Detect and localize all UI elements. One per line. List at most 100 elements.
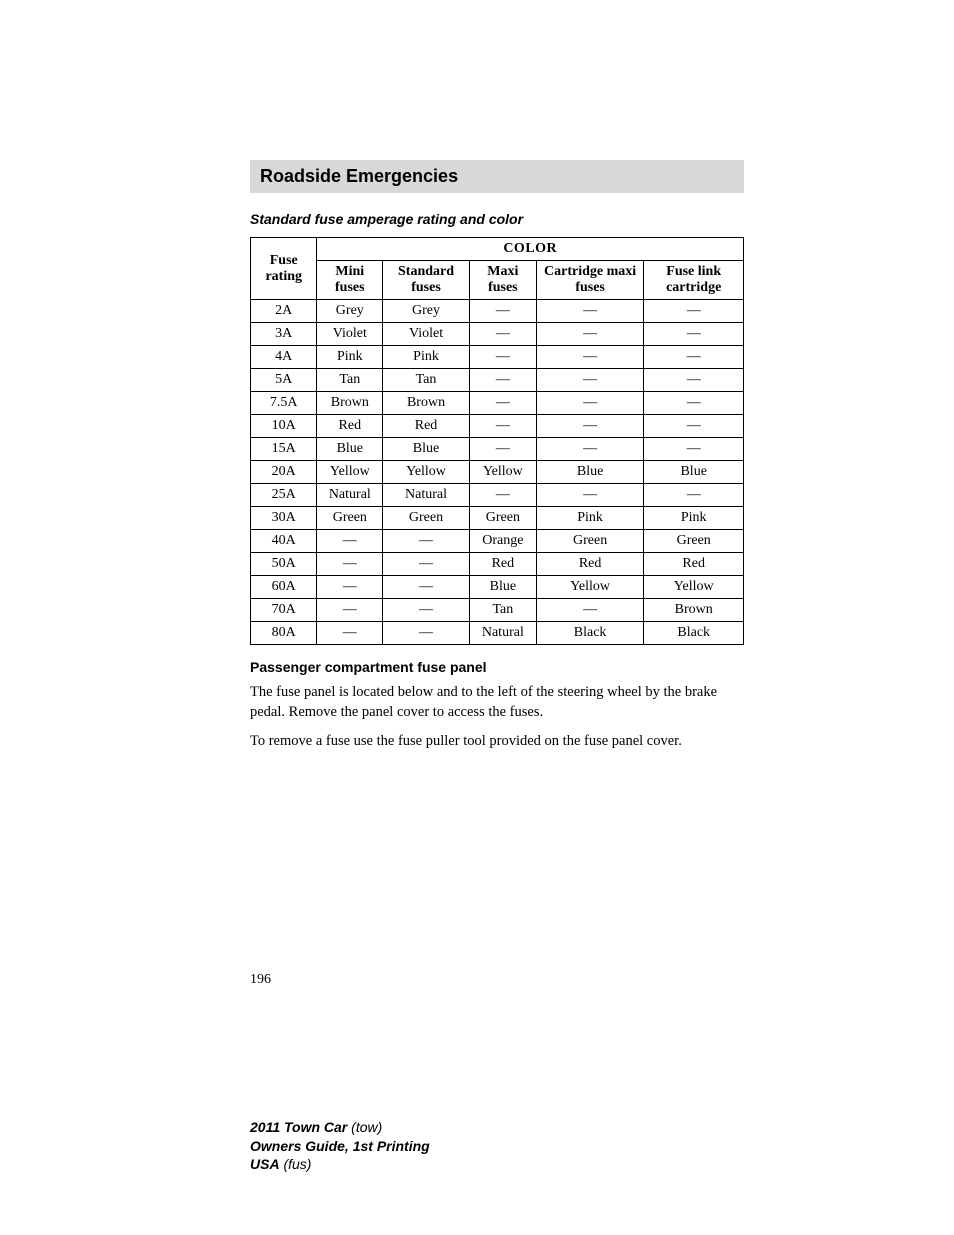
table-cell: Red	[469, 553, 536, 576]
table-cell: Pink	[383, 346, 470, 369]
table-cell: Brown	[644, 599, 744, 622]
footer-region: USA	[250, 1156, 280, 1172]
table-cell: —	[536, 323, 644, 346]
table-cell: 3A	[251, 323, 317, 346]
table-cell: 70A	[251, 599, 317, 622]
table-cell: —	[317, 553, 383, 576]
table-top-header: COLOR	[317, 238, 744, 261]
table-cell: —	[644, 346, 744, 369]
table-cell: —	[536, 392, 644, 415]
table-cell: Pink	[536, 507, 644, 530]
col-header-mini: Mini fuses	[317, 261, 383, 300]
table-cell: —	[383, 553, 470, 576]
table-cell: Yellow	[317, 461, 383, 484]
table-cell: Blue	[383, 438, 470, 461]
table-cell: Brown	[317, 392, 383, 415]
table-cell: 2A	[251, 300, 317, 323]
table-cell: Blue	[644, 461, 744, 484]
footer-line-2: Owners Guide, 1st Printing	[250, 1137, 744, 1156]
document-footer: 2011 Town Car (tow) Owners Guide, 1st Pr…	[250, 1118, 744, 1175]
table-cell: —	[536, 599, 644, 622]
table-cell: Grey	[383, 300, 470, 323]
table-cell: —	[536, 369, 644, 392]
table-cell: Tan	[383, 369, 470, 392]
table-cell: —	[644, 323, 744, 346]
table-cell: Tan	[317, 369, 383, 392]
section-title: Roadside Emergencies	[260, 166, 458, 186]
fuse-color-table: Fuse rating COLOR Mini fuses Standard fu…	[250, 237, 744, 645]
table-cell: —	[644, 484, 744, 507]
table-row: 25ANaturalNatural———	[251, 484, 744, 507]
table-cell: —	[469, 300, 536, 323]
table-cell: —	[469, 346, 536, 369]
table-cell: —	[644, 369, 744, 392]
table-cell: Natural	[317, 484, 383, 507]
table-cell: —	[644, 392, 744, 415]
table-cell: Yellow	[383, 461, 470, 484]
table-caption: Standard fuse amperage rating and color	[250, 211, 744, 227]
table-cell: —	[536, 346, 644, 369]
table-row: 20AYellowYellowYellowBlueBlue	[251, 461, 744, 484]
table-cell: —	[383, 530, 470, 553]
table-row: 40A——OrangeGreenGreen	[251, 530, 744, 553]
table-cell: Blue	[536, 461, 644, 484]
col-header-fuse-link: Fuse link cartridge	[644, 261, 744, 300]
table-cell: Tan	[469, 599, 536, 622]
table-cell: Red	[644, 553, 744, 576]
table-row: 70A——Tan—Brown	[251, 599, 744, 622]
table-cell: 25A	[251, 484, 317, 507]
table-row: 60A——BlueYellowYellow	[251, 576, 744, 599]
table-cell: Green	[469, 507, 536, 530]
table-cell: Green	[536, 530, 644, 553]
table-cell: Blue	[469, 576, 536, 599]
footer-line-1: 2011 Town Car (tow)	[250, 1118, 744, 1137]
table-cell: —	[536, 484, 644, 507]
table-row: 10ARedRed———	[251, 415, 744, 438]
table-cell: —	[536, 415, 644, 438]
table-cell: Pink	[644, 507, 744, 530]
document-page: Roadside Emergencies Standard fuse amper…	[0, 0, 954, 1234]
panel-heading: Passenger compartment fuse panel	[250, 659, 744, 675]
table-cell: 40A	[251, 530, 317, 553]
col-header-standard: Standard fuses	[383, 261, 470, 300]
table-row: 15ABlueBlue———	[251, 438, 744, 461]
table-cell: —	[469, 323, 536, 346]
body-paragraph: To remove a fuse use the fuse puller too…	[250, 732, 744, 752]
table-cell: —	[383, 576, 470, 599]
table-cell: Red	[383, 415, 470, 438]
table-cell: Black	[536, 622, 644, 645]
table-cell: —	[317, 622, 383, 645]
table-cell: —	[317, 530, 383, 553]
footer-line-3: USA (fus)	[250, 1155, 744, 1174]
col-header-maxi: Maxi fuses	[469, 261, 536, 300]
col-header-fuse-rating: Fuse rating	[251, 238, 317, 300]
table-cell: —	[469, 415, 536, 438]
table-cell: 80A	[251, 622, 317, 645]
col-header-cartridge-maxi: Cartridge maxi fuses	[536, 261, 644, 300]
table-row: 50A——RedRedRed	[251, 553, 744, 576]
table-row: 4APinkPink———	[251, 346, 744, 369]
table-row: 30AGreenGreenGreenPinkPink	[251, 507, 744, 530]
table-cell: 50A	[251, 553, 317, 576]
table-cell: Grey	[317, 300, 383, 323]
table-cell: —	[644, 438, 744, 461]
col-header-text: Fuse rating	[265, 253, 302, 284]
table-cell: 7.5A	[251, 392, 317, 415]
table-cell: Green	[644, 530, 744, 553]
table-cell: 4A	[251, 346, 317, 369]
table-cell: Blue	[317, 438, 383, 461]
table-cell: Pink	[317, 346, 383, 369]
table-cell: —	[383, 622, 470, 645]
table-cell: Yellow	[536, 576, 644, 599]
table-cell: —	[383, 599, 470, 622]
table-cell: Brown	[383, 392, 470, 415]
table-cell: Green	[383, 507, 470, 530]
table-cell: —	[469, 484, 536, 507]
table-cell: Green	[317, 507, 383, 530]
table-cell: 30A	[251, 507, 317, 530]
table-cell: —	[644, 300, 744, 323]
table-cell: Violet	[383, 323, 470, 346]
table-cell: 60A	[251, 576, 317, 599]
table-cell: —	[469, 438, 536, 461]
table-cell: —	[644, 415, 744, 438]
